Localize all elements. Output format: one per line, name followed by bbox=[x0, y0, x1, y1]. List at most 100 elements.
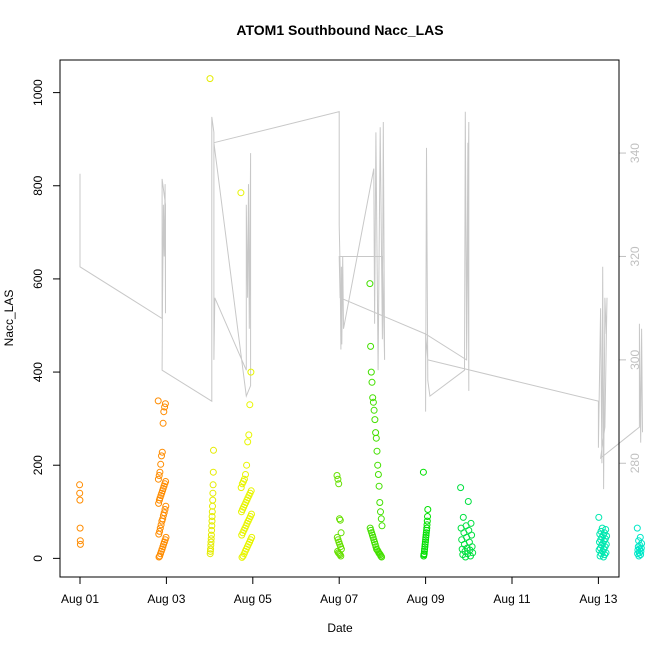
x-tick-label: Aug 07 bbox=[320, 592, 358, 606]
data-point bbox=[156, 552, 164, 560]
data-point bbox=[246, 401, 254, 409]
data-point bbox=[374, 471, 382, 478]
x-tick-label: Aug 05 bbox=[234, 592, 272, 606]
data-point bbox=[464, 498, 472, 505]
data-point bbox=[76, 540, 84, 548]
data-point bbox=[208, 522, 216, 530]
data-point bbox=[247, 368, 255, 376]
data-point bbox=[424, 513, 431, 520]
data-point bbox=[333, 472, 341, 479]
data-point bbox=[457, 484, 465, 492]
data-point bbox=[334, 475, 342, 483]
x-tick-label: Aug 11 bbox=[493, 592, 530, 606]
data-point bbox=[337, 552, 345, 560]
data-point bbox=[462, 553, 469, 561]
data-point bbox=[370, 406, 378, 414]
data-point bbox=[371, 416, 379, 424]
data-point bbox=[368, 378, 376, 386]
y-tick-label: 400 bbox=[31, 362, 45, 382]
data-point bbox=[459, 513, 467, 521]
data-point bbox=[373, 447, 381, 455]
data-point bbox=[158, 517, 166, 525]
data-point bbox=[376, 499, 384, 506]
data-point bbox=[76, 496, 84, 504]
data-point bbox=[377, 515, 385, 523]
data-point bbox=[160, 408, 168, 416]
data-point bbox=[208, 508, 216, 516]
data-point bbox=[157, 460, 165, 468]
data-point bbox=[336, 551, 344, 559]
data-point bbox=[154, 475, 162, 483]
x-tick-label: Aug 09 bbox=[407, 592, 445, 606]
data-point bbox=[76, 537, 84, 545]
data-point bbox=[206, 550, 214, 558]
data-point bbox=[208, 526, 216, 534]
data-point bbox=[374, 461, 382, 469]
data-point bbox=[600, 553, 607, 561]
data-point bbox=[378, 553, 386, 561]
data-point bbox=[424, 506, 432, 513]
data-point bbox=[423, 517, 431, 525]
data-point bbox=[633, 524, 641, 532]
data-point bbox=[369, 398, 377, 406]
data-point bbox=[237, 484, 245, 492]
data-point bbox=[377, 508, 384, 516]
data-point bbox=[420, 547, 428, 555]
data-point bbox=[372, 434, 380, 442]
data-point bbox=[207, 538, 215, 546]
data-point bbox=[337, 529, 345, 537]
y-tick-label: 200 bbox=[31, 455, 45, 475]
data-point bbox=[157, 521, 165, 529]
data-point bbox=[209, 481, 217, 489]
data-point bbox=[366, 280, 374, 288]
data-point bbox=[154, 397, 162, 405]
data-point bbox=[208, 517, 216, 525]
data-point bbox=[209, 489, 217, 497]
data-point bbox=[155, 496, 163, 504]
data-point bbox=[207, 535, 215, 543]
data-point bbox=[637, 544, 645, 552]
data-point bbox=[162, 502, 170, 510]
y-tick-label: 800 bbox=[31, 175, 45, 195]
right-tick-label: 320 bbox=[628, 246, 642, 266]
data-point bbox=[421, 543, 429, 551]
data-point bbox=[421, 538, 429, 546]
data-point bbox=[239, 552, 247, 560]
data-point bbox=[208, 513, 216, 520]
data-point bbox=[238, 553, 246, 561]
right-tick-label: 340 bbox=[628, 143, 642, 163]
data-point bbox=[238, 508, 245, 516]
data-point bbox=[635, 552, 643, 560]
data-point bbox=[602, 526, 610, 533]
data-point bbox=[421, 540, 429, 548]
data-point bbox=[242, 471, 249, 478]
x-axis-label: Date bbox=[327, 621, 353, 635]
data-point bbox=[422, 529, 430, 537]
data-point bbox=[237, 189, 245, 197]
data-point bbox=[336, 516, 344, 524]
data-point bbox=[155, 499, 163, 507]
data-point bbox=[423, 524, 431, 532]
x-tick-label: Aug 03 bbox=[147, 592, 185, 606]
y-tick-label: 600 bbox=[31, 269, 45, 289]
data-point bbox=[422, 536, 430, 544]
data-point bbox=[595, 513, 603, 521]
data-point bbox=[161, 400, 169, 408]
data-point bbox=[156, 468, 164, 476]
data-point bbox=[422, 531, 430, 539]
data-point bbox=[155, 472, 163, 479]
data-point bbox=[377, 552, 385, 560]
data-point bbox=[423, 526, 431, 534]
data-point bbox=[158, 448, 166, 456]
data-point bbox=[207, 531, 215, 539]
y-tick-label: 0 bbox=[31, 555, 45, 562]
data-point bbox=[367, 368, 375, 376]
data-point bbox=[243, 461, 251, 469]
data-point bbox=[422, 533, 430, 541]
data-point bbox=[76, 481, 84, 489]
right-tick-label: 300 bbox=[628, 350, 642, 370]
data-point bbox=[369, 394, 377, 402]
data-point bbox=[420, 552, 428, 560]
data-point bbox=[161, 403, 169, 411]
